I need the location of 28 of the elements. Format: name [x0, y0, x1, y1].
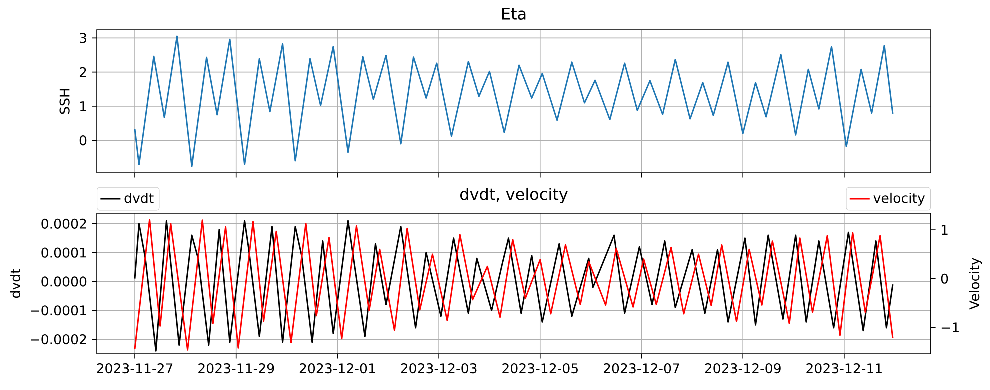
y-tick-label: 0.0000 [42, 276, 87, 287]
x-tick-label: 2023-12-01 [300, 364, 376, 374]
x-tick-label: 2023-12-03 [401, 364, 477, 374]
chart-title: dvdt, velocity [460, 188, 568, 204]
y2-tick-label: 0 [941, 274, 948, 284]
legend-label: velocity [874, 192, 926, 206]
y-tick-label: −0.0002 [31, 334, 86, 345]
y-tick-label: 1 [80, 102, 86, 112]
y-tick-label: 0.0001 [42, 248, 86, 258]
y-tick-label: 3 [80, 33, 86, 44]
y-tick-label: 2 [80, 67, 86, 78]
chart-title: Eta [502, 8, 526, 20]
x-tick-label: 2023-11-27 [97, 364, 173, 374]
y-tick-label: −0.0001 [31, 306, 86, 316]
x-tick-label: 2023-11-29 [198, 364, 274, 374]
legend-label: dvdt [124, 192, 154, 204]
line-series [134, 36, 894, 168]
x-tick-label: 2023-12-07 [604, 364, 680, 374]
x-tick-label: 2023-12-09 [705, 364, 781, 374]
x-tick-label: 2023-12-05 [502, 364, 578, 374]
y-tick-label: 0.0002 [42, 218, 86, 229]
y-tick-label: 0 [80, 136, 87, 146]
x-tick-label: 2023-12-11 [806, 364, 882, 374]
y2-tick-label: 1 [942, 225, 948, 235]
y-axis-title: SSH [60, 89, 70, 114]
y2-tick-label: −1 [942, 322, 959, 333]
y-axis-title: dvdt [10, 269, 21, 298]
y2-axis-title: Velocity [969, 258, 982, 310]
